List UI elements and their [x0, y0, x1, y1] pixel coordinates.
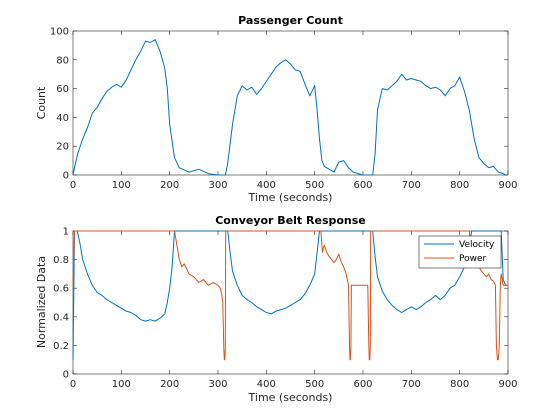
series-line-power [72, 230, 508, 361]
x-tick-label: 600 [353, 180, 372, 191]
x-tick-label: 800 [450, 379, 469, 390]
legend: Velocity Power [418, 235, 502, 269]
y-tick-label: 0.4 [53, 312, 69, 323]
axis-ticks: 0 100 200 300 400 500 600 700 800 900 0 20 40 60 80 100 [50, 27, 518, 192]
x-tick-label: 900 [498, 180, 517, 191]
y-tick-label: 0 [63, 171, 69, 182]
legend-label-velocity: Velocity [459, 240, 495, 250]
x-tick-label: 200 [160, 379, 179, 390]
x-tick-label: 700 [402, 379, 421, 390]
x-tick-label: 400 [257, 379, 276, 390]
x-tick-label: 300 [208, 379, 227, 390]
y-axis-label: Count [35, 86, 48, 119]
x-tick-label: 0 [70, 180, 76, 191]
y-tick-label: 60 [56, 84, 69, 95]
series-line-velocity [72, 230, 508, 360]
y-tick-label: 0.8 [53, 255, 69, 266]
legend-box [418, 235, 502, 269]
x-tick-label: 100 [112, 180, 131, 191]
series-group [72, 39, 506, 176]
x-tick-label: 900 [498, 379, 517, 390]
y-tick-label: 20 [56, 142, 69, 153]
legend-label-power: Power [459, 254, 487, 264]
passenger-count-chart: Passenger Count Time (seconds) Count 0 10… [35, 14, 518, 204]
x-tick-label: 600 [353, 379, 372, 390]
chart-title: Conveyor Belt Response [215, 214, 366, 227]
chart-title: Passenger Count [238, 14, 343, 27]
x-tick-label: 700 [402, 180, 421, 191]
series-line-0 [72, 39, 506, 176]
x-axis-label: Time (seconds) [248, 191, 333, 204]
y-tick-label: 0 [63, 370, 69, 381]
y-tick-label: 40 [56, 113, 69, 124]
y-tick-label: 100 [50, 27, 69, 38]
x-tick-label: 300 [208, 180, 227, 191]
y-axis-label: Normalized Data [35, 256, 48, 348]
y-tick-label: 0.2 [53, 341, 69, 352]
x-tick-label: 400 [257, 180, 276, 191]
y-tick-label: 1 [63, 227, 69, 238]
x-tick-label: 100 [112, 379, 131, 390]
axis-ticks: 0 100 200 300 400 500 600 700 800 900 0 0.2 0.4 0.6 0.… [53, 227, 517, 391]
y-tick-label: 0.6 [53, 284, 69, 295]
y-tick-label: 80 [56, 55, 69, 66]
conveyor-belt-response-chart: Conveyor Belt Response Time (seconds) No… [35, 214, 518, 404]
x-tick-label: 0 [70, 379, 76, 390]
x-axis-label: Time (seconds) [248, 391, 333, 404]
x-tick-label: 200 [160, 180, 179, 191]
series-group [72, 230, 508, 361]
x-tick-label: 500 [305, 180, 324, 191]
x-tick-label: 800 [450, 180, 469, 191]
x-tick-label: 500 [305, 379, 324, 390]
plot-area [72, 30, 509, 176]
